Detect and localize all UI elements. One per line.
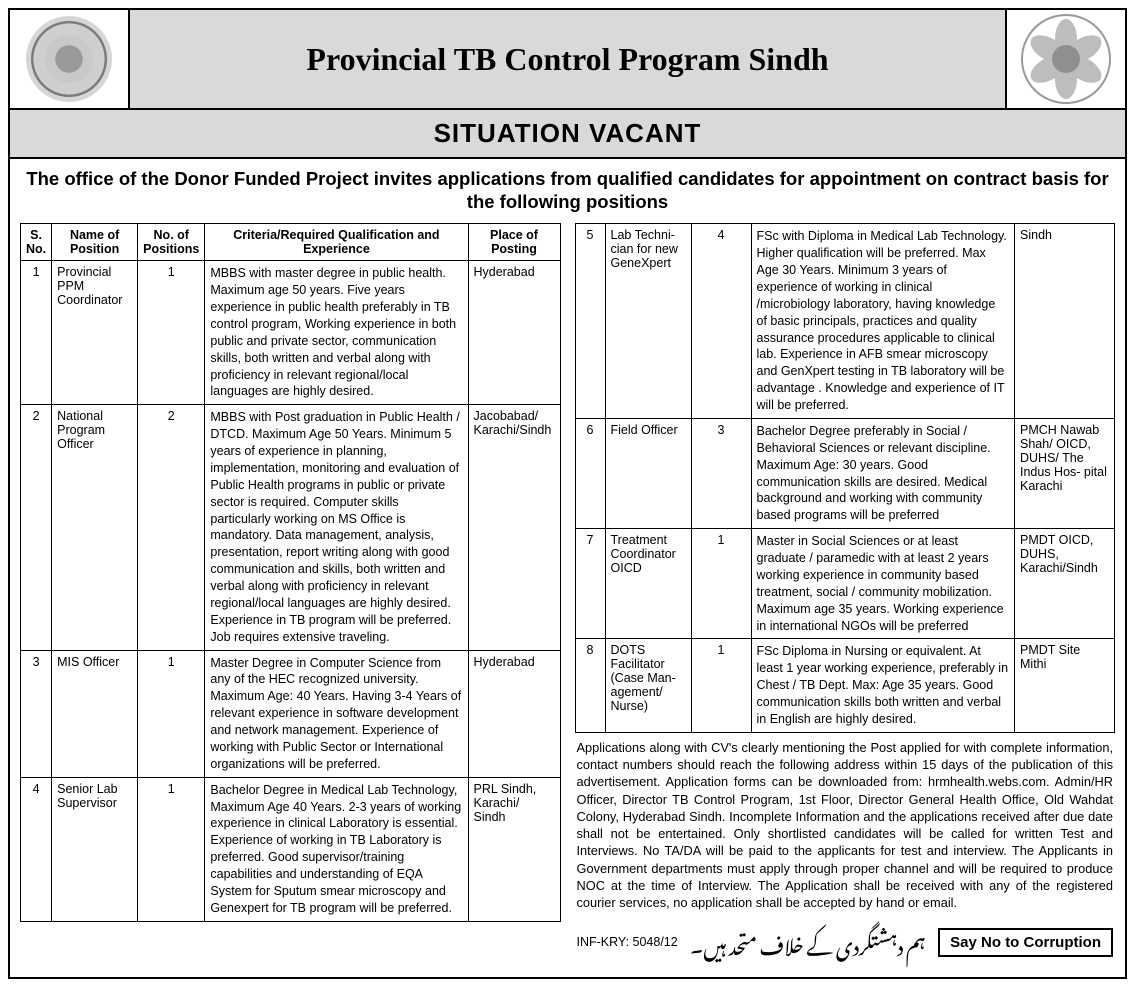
cell-criteria: FSc Diploma in Nursing or equivalent. At… [751, 639, 1015, 732]
cell-num: 2 [138, 405, 205, 650]
cell-place: PRL Sindh, Karachi/ Sindh [468, 777, 560, 921]
cell-criteria: FSc with Diploma in Medical Lab Technolo… [751, 224, 1015, 419]
together-flower-icon [1021, 14, 1111, 104]
cell-num: 1 [138, 650, 205, 777]
cell-name: MIS Officer [52, 650, 138, 777]
th-name: Name of Position [52, 224, 138, 261]
cell-sno: 6 [575, 418, 605, 528]
cell-name: Provincial PPM Coordinator [52, 261, 138, 405]
cell-place: Hyderabad [468, 261, 560, 405]
table-row: 2 National Program Officer 2 MBBS with P… [21, 405, 561, 650]
cell-num: 1 [138, 261, 205, 405]
cell-num: 1 [691, 529, 751, 639]
cell-criteria: Master Degree in Computer Science from a… [205, 650, 468, 777]
table-row: 6 Field Officer 3 Bachelor Degree prefer… [575, 418, 1115, 528]
jobs-table-left: S. No. Name of Position No. of Positions… [20, 223, 561, 921]
th-num: No. of Positions [138, 224, 205, 261]
right-emblem-box [1005, 10, 1125, 108]
cell-sno: 5 [575, 224, 605, 419]
cell-criteria: Bachelor Degree in Medical Lab Technolog… [205, 777, 468, 921]
jobs-table-right: 5 Lab Techni- cian for new GeneXpert 4 F… [575, 223, 1116, 733]
application-instructions: Applications along with CV's clearly men… [575, 733, 1116, 912]
cell-sno: 1 [21, 261, 52, 405]
table-row: 8 DOTS Facilitator (Case Man- agement/ N… [575, 639, 1115, 732]
cell-sno: 7 [575, 529, 605, 639]
table-row: 3 MIS Officer 1 Master Degree in Compute… [21, 650, 561, 777]
cell-place: Sindh [1015, 224, 1115, 419]
cell-name: Treatment Coordinator OICD [605, 529, 691, 639]
table-header-row: S. No. Name of Position No. of Positions… [21, 224, 561, 261]
footer-row: INF-KRY: 5048/12 ہم دہشتگردی کے خلاف متح… [575, 911, 1116, 969]
cell-criteria: MBBS with Post graduation in Public Heal… [205, 405, 468, 650]
cell-criteria: Master in Social Sciences or at least gr… [751, 529, 1015, 639]
situation-vacant-heading: SITUATION VACANT [10, 110, 1125, 159]
cell-place: Jacobabad/ Karachi/Sindh [468, 405, 560, 650]
cell-num: 4 [691, 224, 751, 419]
cell-sno: 3 [21, 650, 52, 777]
cell-num: 1 [138, 777, 205, 921]
table-row: 4 Senior Lab Supervisor 1 Bachelor Degre… [21, 777, 561, 921]
cell-name: National Program Officer [52, 405, 138, 650]
cell-place: Hyderabad [468, 650, 560, 777]
cell-sno: 8 [575, 639, 605, 732]
cell-place: PMDT Site Mithi [1015, 639, 1115, 732]
intro-text: The office of the Donor Funded Project i… [10, 159, 1125, 223]
cell-name: Field Officer [605, 418, 691, 528]
cell-name: DOTS Facilitator (Case Man- agement/ Nur… [605, 639, 691, 732]
program-title: Provincial TB Control Program Sindh [130, 10, 1005, 108]
say-no-to-corruption-box: Say No to Corruption [938, 928, 1113, 957]
left-emblem-box [10, 10, 130, 108]
sindh-govt-emblem-icon [26, 16, 112, 102]
reference-number: INF-KRY: 5048/12 [577, 935, 678, 949]
table-row: 5 Lab Techni- cian for new GeneXpert 4 F… [575, 224, 1115, 419]
th-criteria: Criteria/Required Qualification and Expe… [205, 224, 468, 261]
cell-criteria: Bachelor Degree preferably in Social / B… [751, 418, 1015, 528]
cell-criteria: MBBS with master degree in public health… [205, 261, 468, 405]
jobs-tbody-left: 1 Provincial PPM Coordinator 1 MBBS with… [21, 261, 561, 921]
cell-num: 3 [691, 418, 751, 528]
cell-name: Senior Lab Supervisor [52, 777, 138, 921]
cell-num: 1 [691, 639, 751, 732]
table-row: 7 Treatment Coordinator OICD 1 Master in… [575, 529, 1115, 639]
th-place: Place of Posting [468, 224, 560, 261]
jobs-tbody-right: 5 Lab Techni- cian for new GeneXpert 4 F… [575, 224, 1115, 733]
cell-sno: 2 [21, 405, 52, 650]
th-sno: S. No. [21, 224, 52, 261]
table-row: 1 Provincial PPM Coordinator 1 MBBS with… [21, 261, 561, 405]
left-column: S. No. Name of Position No. of Positions… [20, 223, 561, 969]
cell-name: Lab Techni- cian for new GeneXpert [605, 224, 691, 419]
header-row: Provincial TB Control Program Sindh [10, 10, 1125, 110]
urdu-slogan: ہم دہشتگردی کے خلاف متحد ہیں۔ [688, 917, 928, 967]
advertisement-container: Provincial TB Control Program Sindh SITU… [8, 8, 1127, 979]
right-column: 5 Lab Techni- cian for new GeneXpert 4 F… [575, 223, 1116, 969]
cell-sno: 4 [21, 777, 52, 921]
two-column-layout: S. No. Name of Position No. of Positions… [10, 223, 1125, 977]
cell-place: PMDT OICD, DUHS, Karachi/Sindh [1015, 529, 1115, 639]
cell-place: PMCH Nawab Shah/ OICD, DUHS/ The Indus H… [1015, 418, 1115, 528]
